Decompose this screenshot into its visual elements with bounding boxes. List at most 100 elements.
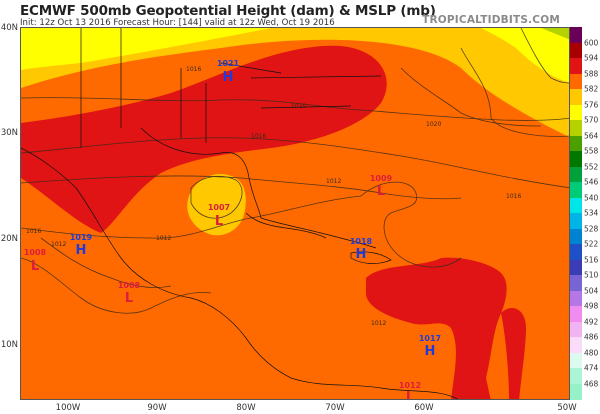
svg-text:1017: 1017 <box>419 334 441 343</box>
colorbar-label: 534 <box>584 208 599 218</box>
x-label-60w: 60W <box>414 403 434 413</box>
svg-text:1008: 1008 <box>24 248 47 257</box>
svg-text:L: L <box>406 390 414 400</box>
colorbar-swatch <box>570 182 582 198</box>
chart-subtitle: Init: 12z Oct 13 2016 Forecast Hour: [14… <box>20 18 335 28</box>
pressure-center-h-1021: 1021 H <box>217 59 240 85</box>
colorbar-swatch <box>570 306 582 322</box>
pressure-center-l-1012: 1012 L <box>399 381 421 400</box>
colorbar <box>570 27 582 400</box>
pressure-center-l-1008-west: 1008 L <box>24 248 47 274</box>
colorbar-swatch <box>570 197 582 213</box>
colorbar-label: 588 <box>584 69 599 78</box>
isobar-label: 1016 <box>251 133 266 140</box>
x-label-100w: 100W <box>55 403 81 413</box>
pressure-center-h-1018: 1018 H <box>350 237 373 262</box>
isobar-label: 1012 <box>51 241 66 248</box>
colorbar-label: 564 <box>584 131 599 140</box>
colorbar-label: 582 <box>584 84 599 94</box>
colorbar-label: 546 <box>584 177 599 187</box>
colorbar-swatch <box>570 383 582 400</box>
pressure-center-h-1017: 1017 H <box>419 334 441 359</box>
colorbar-label: 594 <box>584 53 599 63</box>
colorbar-swatch <box>570 166 582 182</box>
colorbar-swatch <box>570 120 582 136</box>
colorbar-label: 468 <box>584 379 599 388</box>
colorbar-swatch <box>570 290 582 306</box>
isobar-label: 1012 <box>326 178 341 185</box>
svg-text:L: L <box>31 259 39 274</box>
colorbar-swatch <box>570 337 582 353</box>
colorbar-swatch <box>570 244 582 260</box>
colorbar-label: 600 <box>584 38 599 47</box>
colorbar-swatch <box>570 73 582 89</box>
svg-text:1018: 1018 <box>350 237 373 246</box>
svg-text:H: H <box>223 70 234 85</box>
pressure-center-h-1019: 1019 H <box>70 233 93 258</box>
svg-text:H: H <box>76 243 87 258</box>
colorbar-swatch <box>570 275 582 291</box>
colorbar-label: 516 <box>584 255 599 264</box>
y-label-10n: 10N <box>0 340 18 350</box>
height-field-map: 1021 H 1007 L 1019 H 1008 L 1008 L 1009 … <box>21 28 569 400</box>
colorbar-label: 558 <box>584 146 599 156</box>
colorbar-label: 576 <box>584 100 599 109</box>
svg-text:H: H <box>425 344 436 359</box>
x-label-70w: 70W <box>325 403 345 413</box>
colorbar-swatch <box>570 58 582 74</box>
svg-text:1021: 1021 <box>217 59 240 68</box>
svg-text:1019: 1019 <box>70 233 93 242</box>
x-label-80w: 80W <box>236 403 256 413</box>
colorbar-swatch <box>570 352 582 368</box>
colorbar-label: 498 <box>584 301 599 311</box>
colorbar-label: 486 <box>584 332 599 342</box>
y-label-40n: 40N <box>0 23 18 33</box>
colorbar-label: 528 <box>584 224 599 233</box>
colorbar-label: 492 <box>584 317 599 326</box>
colorbar-swatch <box>570 135 582 151</box>
pressure-center-l-1008-south: 1008 L <box>118 281 141 306</box>
colorbar-label: 570 <box>584 115 599 125</box>
svg-text:1009: 1009 <box>370 174 393 183</box>
colorbar-label: 510 <box>584 270 599 280</box>
colorbar-label: 504 <box>584 286 599 295</box>
colorbar-swatch <box>570 259 582 275</box>
colorbar-swatch <box>570 368 582 384</box>
x-label-90w: 90W <box>147 403 167 413</box>
colorbar-swatch <box>570 27 582 43</box>
isobar-label: 1020 <box>426 121 441 128</box>
colorbar-label: 474 <box>584 363 599 373</box>
x-label-50w: 50W <box>557 403 577 413</box>
map-panel: 1021 H 1007 L 1019 H 1008 L 1008 L 1009 … <box>20 27 570 400</box>
colorbar-label: 522 <box>584 239 599 249</box>
svg-text:L: L <box>125 291 133 306</box>
y-label-30n: 30N <box>0 128 18 138</box>
isobar-label: 1012 <box>156 235 171 242</box>
colorbar-label: 540 <box>584 193 599 202</box>
isobar-label: 1016 <box>186 66 201 73</box>
colorbar-swatch <box>570 42 582 58</box>
svg-text:H: H <box>356 247 367 262</box>
colorbar-swatch <box>570 228 582 244</box>
pressure-center-l-1007: 1007 L <box>208 203 230 229</box>
colorbar-swatch <box>570 151 582 167</box>
colorbar-swatch <box>570 213 582 229</box>
colorbar-label: 552 <box>584 162 599 171</box>
colorbar-labels: 600 594 588 582 576 570 564 558 552 546 … <box>584 27 600 400</box>
svg-text:1007: 1007 <box>208 203 230 212</box>
svg-text:1012: 1012 <box>399 381 421 390</box>
svg-text:1008: 1008 <box>118 281 141 290</box>
y-label-20n: 20N <box>0 234 18 244</box>
svg-text:L: L <box>215 214 223 229</box>
pressure-center-l-1009: 1009 L <box>370 174 393 199</box>
brand-watermark: TROPICALTIDBITS.COM <box>422 14 560 26</box>
chart-title: ECMWF 500mb Geopotential Height (dam) & … <box>20 3 436 19</box>
isobar-label: 1016 <box>26 228 41 235</box>
colorbar-swatch <box>570 89 582 105</box>
isobar-label: 1016 <box>506 193 521 200</box>
isobar-label: 1012 <box>371 320 386 327</box>
colorbar-swatch <box>570 104 582 120</box>
isobar-label: 1020 <box>291 103 306 110</box>
colorbar-swatch <box>570 321 582 337</box>
svg-text:L: L <box>377 184 385 199</box>
